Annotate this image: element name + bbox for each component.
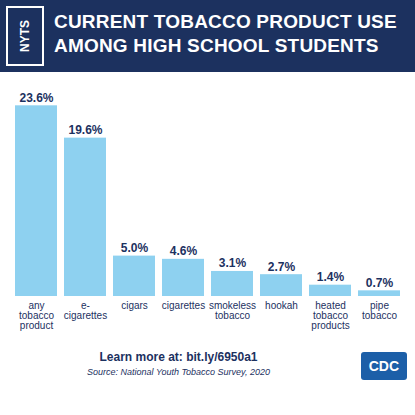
svg-text:pipetobacco: pipetobacco xyxy=(362,300,397,321)
svg-text:0.7%: 0.7% xyxy=(366,276,394,290)
svg-text:23.6%: 23.6% xyxy=(19,91,53,105)
svg-text:5.0%: 5.0% xyxy=(121,241,149,255)
svg-text:1.4%: 1.4% xyxy=(317,270,345,284)
svg-text:hookah: hookah xyxy=(265,300,298,311)
svg-text:e-cigarettes: e-cigarettes xyxy=(64,300,107,321)
svg-text:anytobaccoproduct: anytobaccoproduct xyxy=(19,300,54,331)
html-text:CURRENT TOBACCO PRODUCT USE AM: CURRENT TOBACCO PRODUCT USE AMONG HIGH S… xyxy=(54,11,397,56)
html-text:CDC: CDC xyxy=(368,358,399,374)
html-text:Source: National Youth Tobacco: Source: National Youth Tobacco Survey, 2… xyxy=(87,367,270,377)
svg-text:heatedtobaccoproducts: heatedtobaccoproducts xyxy=(311,300,349,331)
svg-text:smokelesstobacco: smokelesstobacco xyxy=(209,300,256,321)
svg-text:3.1%: 3.1% xyxy=(219,256,247,270)
html-text:NYTS: NYTS xyxy=(18,20,32,52)
svg-text:19.6%: 19.6% xyxy=(68,123,102,137)
html-text:Learn more at: bit.ly/6950a1: Learn more at: bit.ly/6950a1 xyxy=(99,350,258,364)
svg-text:4.6%: 4.6% xyxy=(170,244,198,258)
svg-text:cigarettes: cigarettes xyxy=(162,300,205,311)
svg-text:cigars: cigars xyxy=(121,300,148,311)
svg-text:2.7%: 2.7% xyxy=(268,260,296,274)
